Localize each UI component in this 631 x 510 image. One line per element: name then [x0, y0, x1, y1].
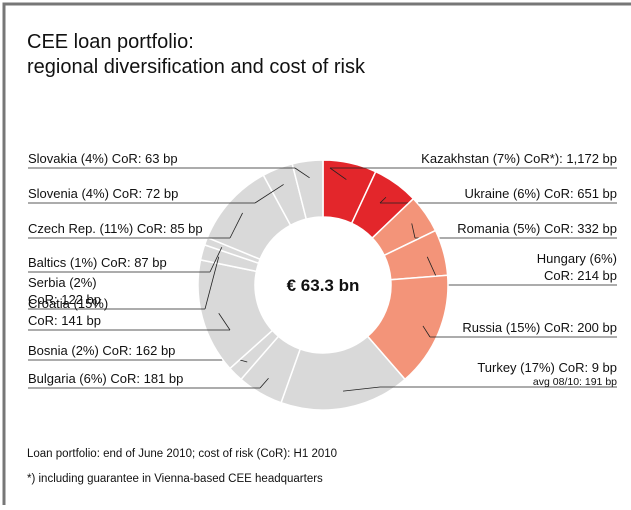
- slice-label: Ukraine (6%) CoR: 651 bp: [465, 186, 617, 201]
- slice-label: CoR: 141 bp: [28, 313, 101, 328]
- donut-slice: [291, 159, 324, 221]
- slice-label: Kazakhstan (7%) CoR*): 1,172 bp: [421, 151, 617, 166]
- leader-line: [422, 325, 431, 338]
- leader-line: [218, 313, 231, 331]
- slice-label: Bulgaria (6%) CoR: 181 bp: [28, 371, 183, 386]
- slice-label: Slovakia (4%) CoR: 63 bp: [28, 151, 178, 166]
- leader-line: [294, 167, 310, 179]
- slice-label: Russia (15%) CoR: 200 bp: [462, 320, 617, 335]
- slice-label: Hungary (6%): [537, 251, 617, 266]
- slice-label: CoR: 122 bp: [28, 292, 101, 307]
- leader-line: [259, 377, 269, 389]
- leader-line: [411, 223, 416, 239]
- footnote: *) including guarantee in Vienna-based C…: [27, 473, 323, 485]
- slice-label: Serbia (2%): [28, 275, 97, 290]
- leader-line: [329, 167, 347, 180]
- leader-line: [254, 184, 284, 204]
- slice-label: Baltics (1%) CoR: 87 bp: [28, 255, 167, 270]
- slice-label: Slovenia (4%) CoR: 72 bp: [28, 186, 178, 201]
- leader-line: [342, 386, 381, 392]
- leader-line: [379, 196, 387, 204]
- slice-label: Turkey (17%) CoR: 9 bp: [477, 360, 617, 375]
- slice-label: Bosnia (2%) CoR: 162 bp: [28, 343, 175, 358]
- leader-line: [239, 359, 248, 363]
- slice-label: Czech Rep. (11%) CoR: 85 bp: [28, 221, 203, 236]
- chart-title: CEE loan portfolio:: [27, 31, 194, 53]
- chart-title: regional diversification and cost of ris…: [27, 56, 366, 78]
- center-label: € 63.3 bn: [287, 276, 360, 295]
- annotation: avg 08/10: 191 bp: [533, 376, 617, 388]
- leader-line: [204, 256, 220, 310]
- slice-label: Romania (5%) CoR: 332 bp: [457, 221, 617, 236]
- footnote: Loan portfolio: end of June 2010; cost o…: [27, 448, 337, 460]
- leader-line: [209, 247, 223, 273]
- leader-line: [229, 212, 243, 239]
- slice-label: CoR: 214 bp: [544, 268, 617, 283]
- slice-label: Croatia (15%): [28, 296, 108, 311]
